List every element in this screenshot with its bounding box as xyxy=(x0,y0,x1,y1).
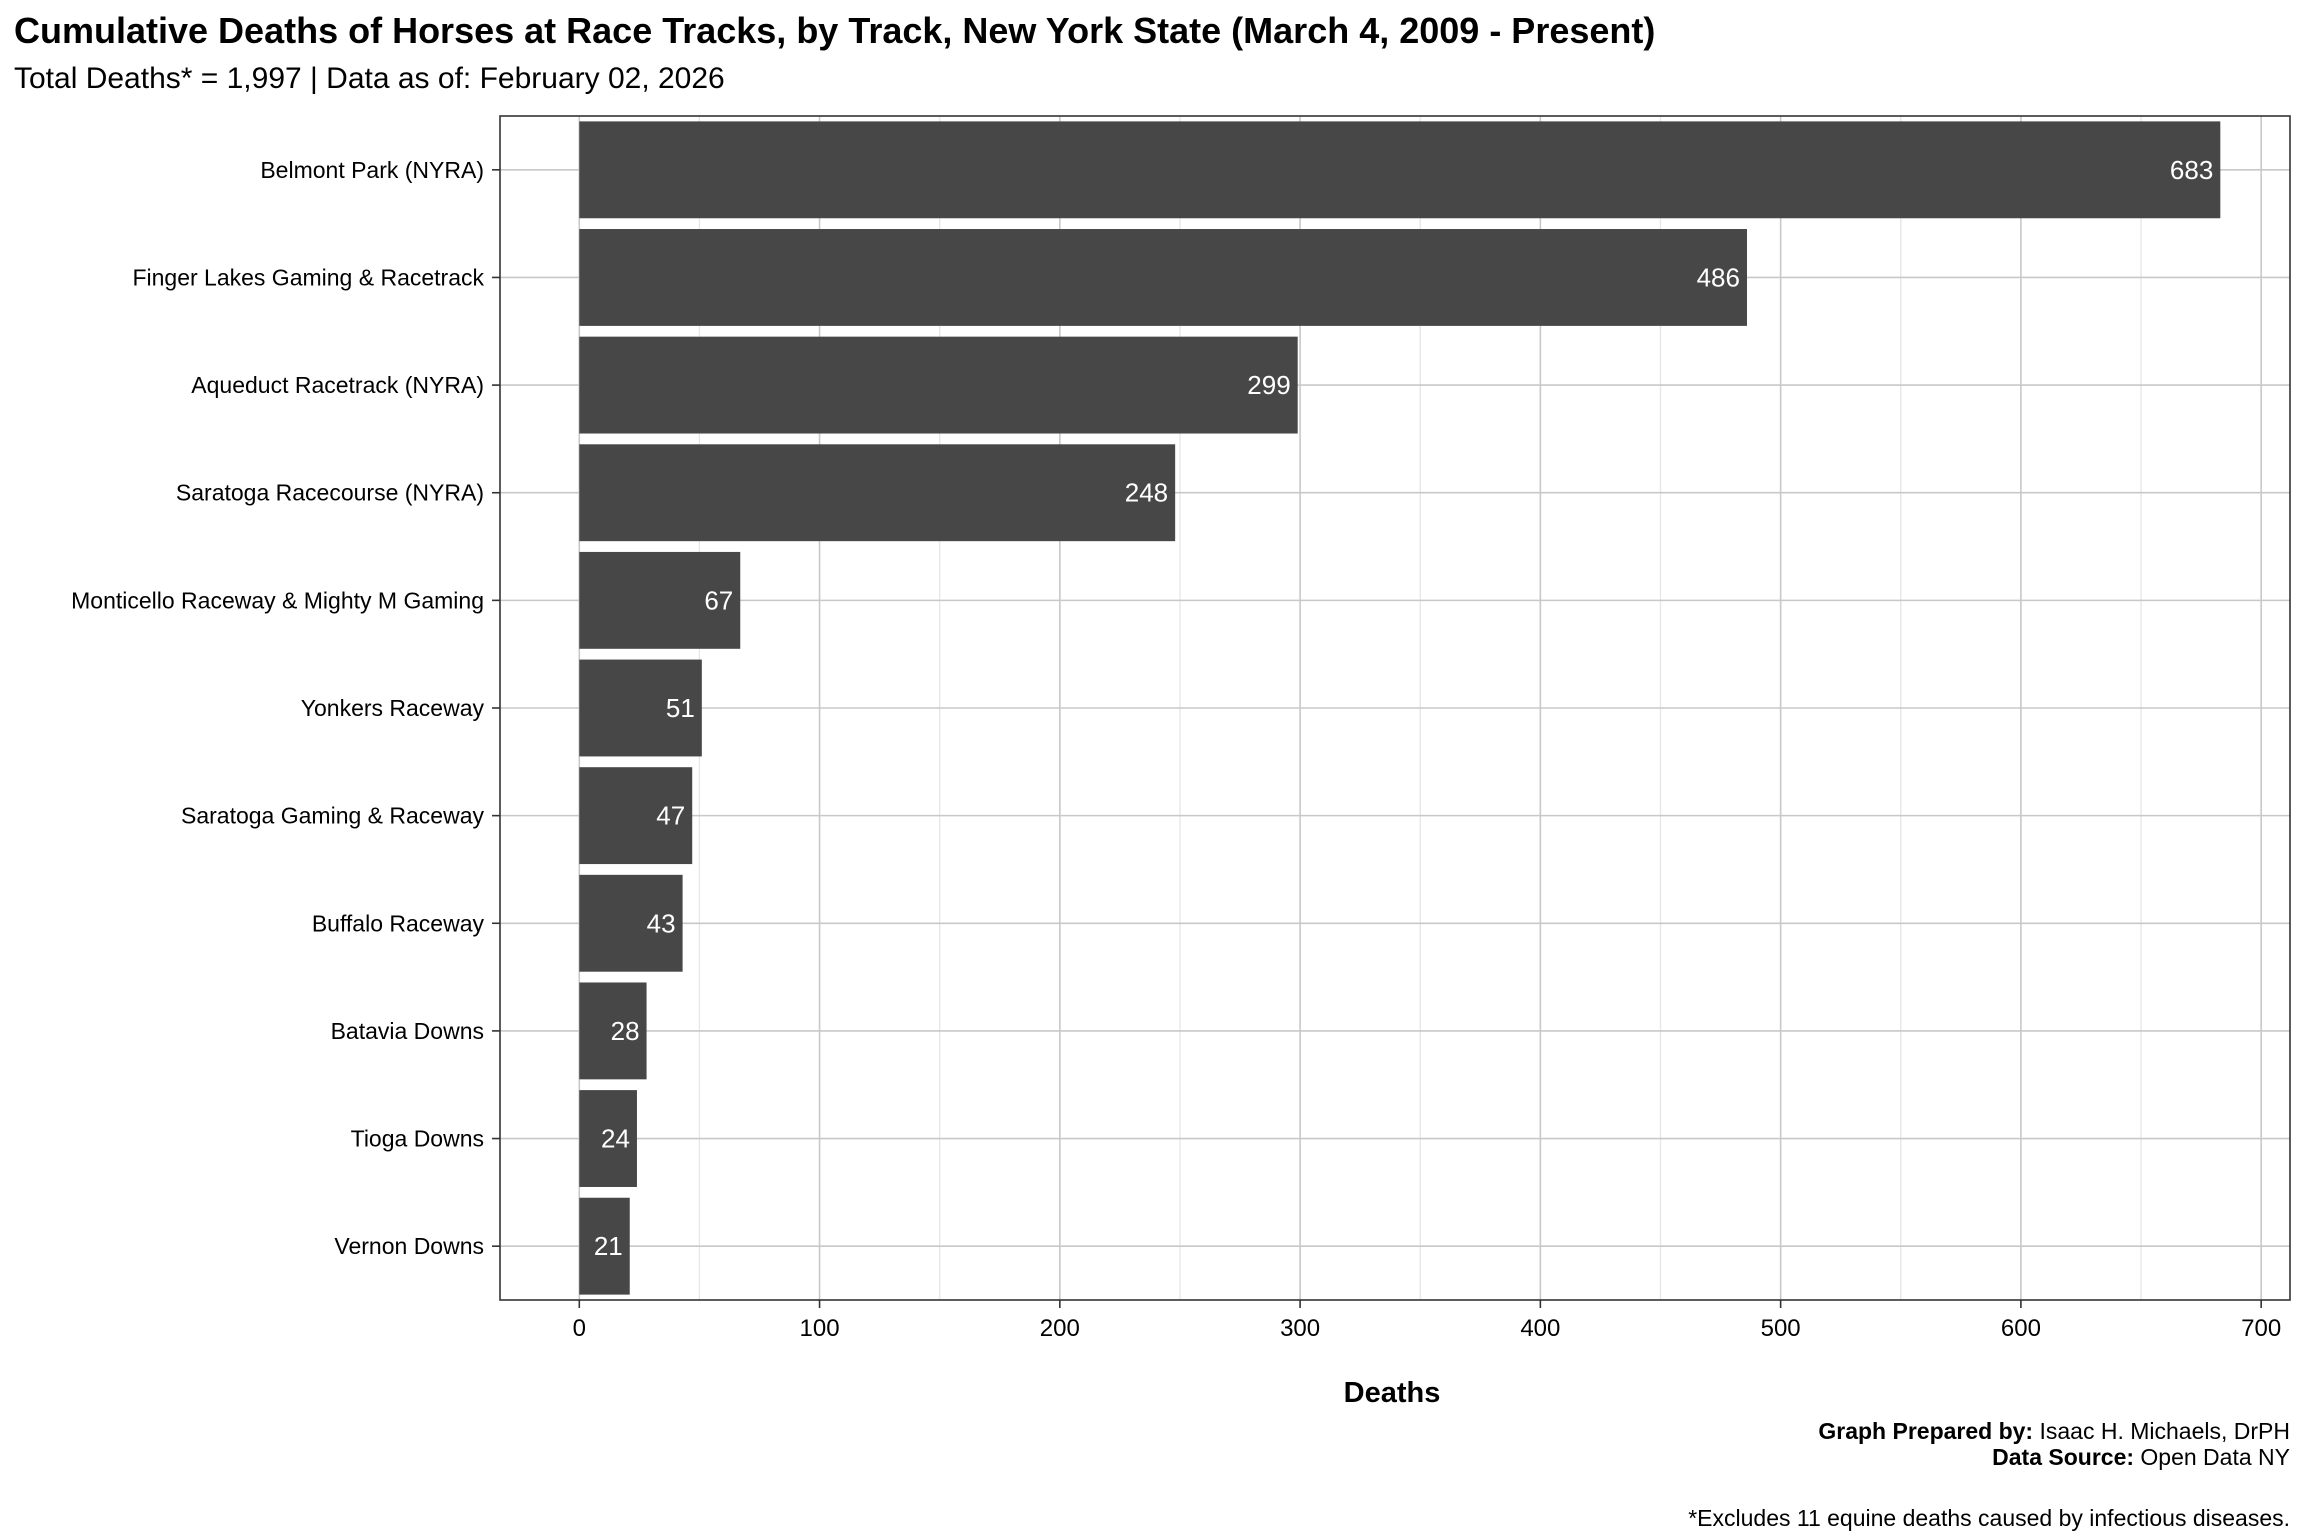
y-tick-label: Vernon Downs xyxy=(334,1233,484,1259)
bars xyxy=(579,121,2221,1295)
y-tick-label: Yonkers Raceway xyxy=(301,695,485,721)
bar xyxy=(579,767,693,865)
x-tick-label: 700 xyxy=(2241,1315,2281,1342)
bar xyxy=(579,1197,630,1295)
bar xyxy=(579,229,1747,326)
y-tick-label: Belmont Park (NYRA) xyxy=(260,157,484,183)
y-tick-label: Monticello Raceway & Mighty M Gaming xyxy=(71,587,484,613)
credit-prepared-by: Graph Prepared by: Isaac H. Michaels, Dr… xyxy=(1818,1418,2290,1445)
bar-value-label: 683 xyxy=(2170,155,2213,185)
x-tick-label: 400 xyxy=(1520,1315,1560,1342)
bar xyxy=(579,874,683,972)
bar-value-label: 43 xyxy=(647,908,676,938)
bar xyxy=(579,551,741,649)
bar-value-label: 24 xyxy=(601,1124,630,1154)
bar-value-label: 21 xyxy=(594,1231,623,1261)
bar-value-label: 28 xyxy=(611,1016,640,1046)
y-tick-label: Aqueduct Racetrack (NYRA) xyxy=(191,372,484,398)
bar-value-label: 248 xyxy=(1125,478,1168,508)
y-tick-label: Batavia Downs xyxy=(331,1018,484,1044)
footnote: *Excludes 11 equine deaths caused by inf… xyxy=(1688,1505,2290,1531)
x-tick-label: 600 xyxy=(2001,1315,2041,1342)
chart-subtitle: Total Deaths* = 1,997 | Data as of: Febr… xyxy=(14,62,725,95)
credit-prepared-label: Graph Prepared by: xyxy=(1818,1418,2034,1444)
bar xyxy=(579,444,1176,542)
bar xyxy=(579,659,702,757)
bar-value-label: 47 xyxy=(656,801,685,831)
bar-value-labels: 683 486 299 248 67 51 47 43 28 24 21 xyxy=(594,155,2213,1261)
bar xyxy=(579,982,647,1080)
chart-title: Cumulative Deaths of Horses at Race Trac… xyxy=(14,10,1656,51)
x-tick-label: 500 xyxy=(1761,1315,1801,1342)
x-tick-label: 300 xyxy=(1280,1315,1320,1342)
bar-value-label: 486 xyxy=(1697,262,1740,292)
x-tick-label: 0 xyxy=(573,1315,586,1342)
x-tick-label: 200 xyxy=(1040,1315,1080,1342)
credit-source-label: Data Source: xyxy=(1992,1444,2135,1470)
bar xyxy=(579,121,2221,219)
bar xyxy=(579,336,1298,434)
x-axis-ticks: 0 100 200 300 400 500 600 700 xyxy=(573,1300,2281,1342)
y-tick-label: Buffalo Raceway xyxy=(312,910,485,936)
y-tick-label: Saratoga Racecourse (NYRA) xyxy=(176,480,484,506)
bar xyxy=(579,1090,637,1187)
bar-value-label: 67 xyxy=(704,585,733,615)
bar-value-label: 51 xyxy=(666,693,695,723)
credit-prepared-value: Isaac H. Michaels, DrPH xyxy=(2039,1418,2290,1444)
y-tick-label: Tioga Downs xyxy=(351,1126,484,1152)
y-tick-label: Finger Lakes Gaming & Racetrack xyxy=(132,264,484,290)
credit-data-source: Data Source: Open Data NY xyxy=(1992,1444,2290,1471)
y-tick-label: Saratoga Gaming & Raceway xyxy=(181,803,484,829)
x-tick-label: 100 xyxy=(800,1315,840,1342)
credit-source-value: Open Data NY xyxy=(2140,1444,2290,1470)
bar-value-label: 299 xyxy=(1247,370,1290,400)
y-axis-ticks: Belmont Park (NYRA) Finger Lakes Gaming &… xyxy=(71,157,500,1259)
x-axis-title: Deaths xyxy=(1344,1377,1441,1409)
